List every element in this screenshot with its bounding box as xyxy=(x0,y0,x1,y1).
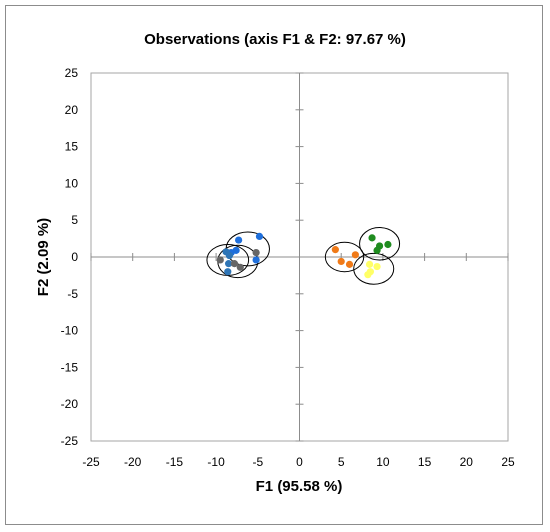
y-tick-label: -25 xyxy=(61,434,79,448)
x-tick-label: 0 xyxy=(296,455,303,469)
y-axis-label: F2 (2.09 %) xyxy=(35,218,52,296)
data-point xyxy=(236,263,244,271)
x-tick-label: -5 xyxy=(252,455,263,469)
confidence-ellipse xyxy=(359,227,401,261)
x-tick-label: 15 xyxy=(418,455,432,469)
y-tick-labels: -25 -20 -15 -10 -5 0 5 10 15 20 25 xyxy=(61,66,79,448)
confidence-ellipse xyxy=(353,252,395,285)
data-point xyxy=(337,257,345,266)
x-tick-label: 5 xyxy=(338,455,345,469)
x-axis-label: F1 (95.58 %) xyxy=(256,478,343,495)
data-point xyxy=(368,234,376,242)
y-tick-label: 10 xyxy=(65,176,79,190)
data-point xyxy=(373,246,381,254)
confidence-ellipse xyxy=(324,241,365,273)
chart-title: Observations (axis F1 & F2: 97.67 %) xyxy=(144,31,406,48)
data-point xyxy=(255,232,264,240)
data-point xyxy=(345,260,354,268)
data-point xyxy=(351,251,359,259)
y-tick-label: 25 xyxy=(65,66,79,80)
x-tick-label: -10 xyxy=(207,455,225,469)
data-point xyxy=(224,268,232,276)
data-point xyxy=(252,248,260,257)
data-point xyxy=(384,240,392,249)
y-tick-label: 15 xyxy=(65,140,79,154)
y-tick-label: -15 xyxy=(61,360,79,374)
data-points xyxy=(216,232,392,279)
y-tick-label: 5 xyxy=(71,213,78,227)
data-point xyxy=(252,256,260,264)
data-point xyxy=(331,246,339,254)
data-point xyxy=(235,236,243,244)
data-point xyxy=(225,260,233,268)
chart-frame xyxy=(5,5,543,525)
y-tick-label: 20 xyxy=(65,103,79,117)
data-point xyxy=(230,260,239,268)
data-point xyxy=(373,262,381,271)
x-tick-label: 20 xyxy=(460,455,474,469)
data-point xyxy=(225,251,234,260)
data-point xyxy=(232,246,240,254)
x-tick-label: -15 xyxy=(166,455,184,469)
y-tick-label: -10 xyxy=(61,324,79,338)
x-tick-label: 25 xyxy=(501,455,515,469)
x-tick-labels: -25 -20 -15 -10 -5 0 5 10 15 20 25 xyxy=(82,455,515,469)
x-tick-label: -20 xyxy=(124,455,142,469)
axes xyxy=(90,72,509,442)
data-point xyxy=(365,260,374,268)
y-tick-label: -20 xyxy=(61,397,79,411)
y-tick-label: -5 xyxy=(67,287,78,301)
x-tick-label: -25 xyxy=(82,455,100,469)
data-point xyxy=(364,271,372,279)
y-tick-label: 0 xyxy=(71,250,78,264)
data-point xyxy=(216,256,224,264)
x-tick-label: 10 xyxy=(376,455,390,469)
